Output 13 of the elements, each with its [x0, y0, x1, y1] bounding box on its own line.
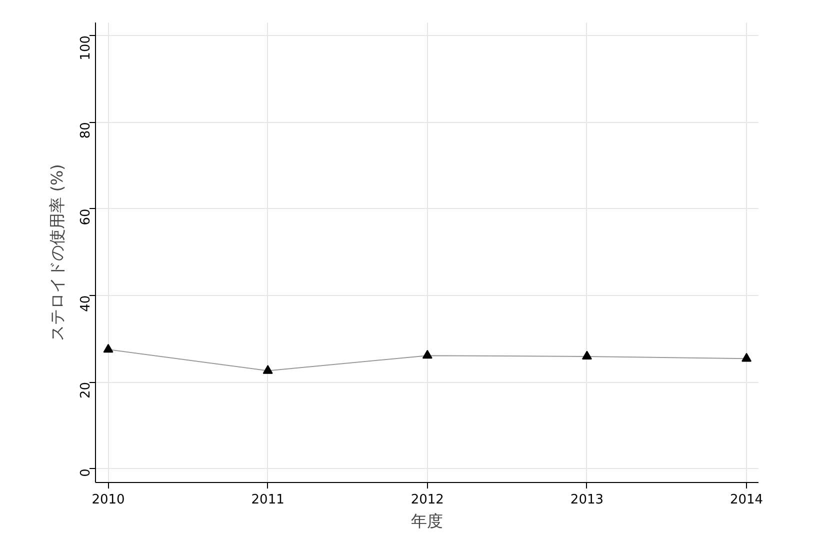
x-tick-label: 2012	[410, 492, 444, 508]
y-tick-label: 0	[78, 468, 94, 477]
y-tick-label: 40	[78, 295, 94, 312]
x-tick-label: 2013	[570, 492, 604, 508]
y-tick-label: 20	[78, 382, 94, 399]
x-tick-label: 2014	[730, 492, 764, 508]
x-axis-title: 年度	[411, 512, 443, 530]
x-tick-label: 2011	[251, 492, 284, 508]
y-axis-title: ステロイドの使用率 (%)	[48, 164, 66, 341]
x-tick-label: 2010	[92, 492, 125, 508]
y-tick-label: 100	[78, 35, 94, 60]
y-tick-label: 60	[78, 208, 94, 226]
y-tick-label: 80	[78, 122, 94, 139]
